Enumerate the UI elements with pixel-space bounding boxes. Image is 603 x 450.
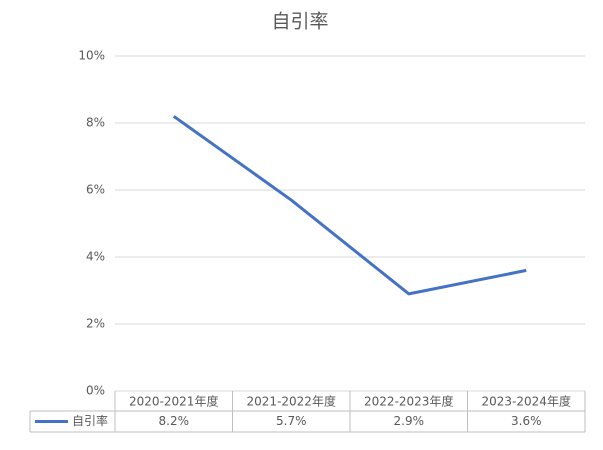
- chart-title: 自引率: [271, 11, 328, 33]
- x-tick-label: 2023-2024年度: [482, 394, 571, 409]
- y-tick-label: 10%: [78, 49, 105, 63]
- y-tick-label: 8%: [86, 116, 105, 130]
- data-line: [172, 115, 527, 296]
- x-tick-label: 2021-2022年度: [247, 394, 336, 409]
- legend-label: 自引率: [72, 413, 108, 428]
- table-value: 2.9%: [394, 414, 425, 428]
- x-tick-label: 2020-2021年度: [129, 394, 218, 409]
- table-value: 8.2%: [159, 414, 190, 428]
- y-tick-label: 6%: [86, 183, 105, 197]
- y-tick-label: 2%: [86, 317, 105, 331]
- x-tick-label: 2022-2023年度: [364, 394, 453, 409]
- table-value: 3.6%: [511, 414, 542, 428]
- y-tick-label: 4%: [86, 250, 105, 264]
- y-tick-label: 0%: [86, 384, 105, 398]
- table-value: 5.7%: [276, 414, 307, 428]
